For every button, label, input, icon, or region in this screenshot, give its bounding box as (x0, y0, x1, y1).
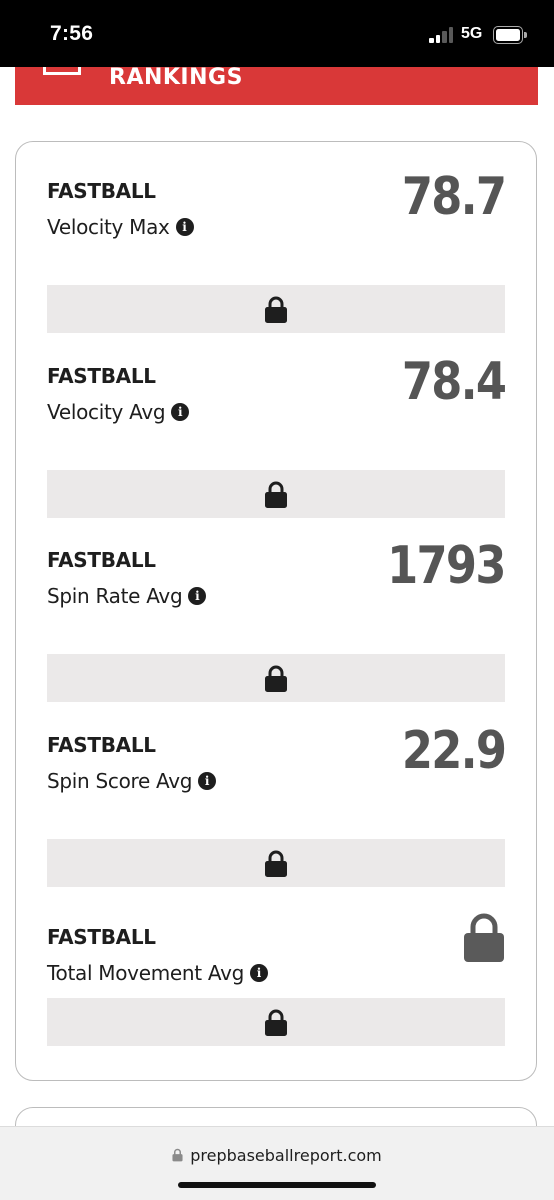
lock-icon (172, 1148, 183, 1162)
metric-value: 22.9 (401, 721, 507, 781)
metric-label: Spin Score Avg (47, 769, 193, 793)
lock-icon (265, 1009, 287, 1036)
lock-icon (265, 296, 287, 323)
info-icon[interactable]: i (198, 772, 217, 790)
page-title: RANKINGS (109, 65, 243, 90)
battery-icon (493, 26, 527, 44)
info-icon[interactable]: i (250, 964, 269, 982)
metric-velocity-avg: FASTBALL Velocity Avg i 78.4 (47, 352, 507, 518)
info-icon[interactable]: i (171, 403, 190, 421)
lock-icon (265, 481, 287, 508)
lock-icon (265, 850, 287, 877)
header-icon (43, 67, 81, 75)
metric-pitch: FASTBALL (47, 925, 156, 949)
metric-value: 78.4 (401, 352, 507, 412)
metric-pitch: FASTBALL (47, 733, 156, 757)
locked-ranking-bar[interactable] (47, 998, 505, 1046)
metric-label: Spin Rate Avg (47, 584, 183, 608)
locked-value-icon[interactable] (463, 913, 505, 963)
metric-velocity-max: FASTBALL Velocity Max i 78.7 (47, 167, 507, 333)
metric-value: 1793 (387, 536, 506, 596)
metric-total-movement-avg: FASTBALL Total Movement Avg i (47, 913, 505, 1046)
status-bar: 7:56 5G (0, 0, 554, 67)
status-time: 7:56 (50, 22, 94, 45)
info-icon[interactable]: i (175, 218, 194, 236)
url-text: prepbaseballreport.com (190, 1145, 382, 1165)
locked-ranking-bar[interactable] (47, 285, 505, 333)
metric-label: Velocity Avg (47, 400, 166, 424)
metric-pitch: FASTBALL (47, 548, 156, 572)
locked-ranking-bar[interactable] (47, 654, 505, 702)
browser-bottom-bar: prepbaseballreport.com (0, 1126, 554, 1200)
metric-spin-score-avg: FASTBALL Spin Score Avg i 22.9 (47, 721, 507, 887)
network-label: 5G (461, 25, 483, 42)
locked-ranking-bar[interactable] (47, 470, 505, 518)
metric-label: Velocity Max (47, 215, 170, 239)
home-indicator (178, 1182, 376, 1188)
metric-pitch: FASTBALL (47, 179, 156, 203)
metric-pitch: FASTBALL (47, 364, 156, 388)
metrics-card: FASTBALL Velocity Max i 78.7 FASTBALL Ve… (15, 141, 537, 1081)
lock-icon (265, 665, 287, 692)
metric-value: 78.7 (401, 167, 507, 227)
metric-spin-rate-avg: FASTBALL Spin Rate Avg i 1793 (47, 536, 507, 702)
signal-icon (429, 27, 454, 43)
rankings-header: RANKINGS (15, 65, 538, 105)
address-bar[interactable]: prepbaseballreport.com (0, 1143, 554, 1167)
locked-ranking-bar[interactable] (47, 839, 505, 887)
metric-label: Total Movement Avg (47, 961, 245, 985)
info-icon[interactable]: i (188, 587, 207, 605)
